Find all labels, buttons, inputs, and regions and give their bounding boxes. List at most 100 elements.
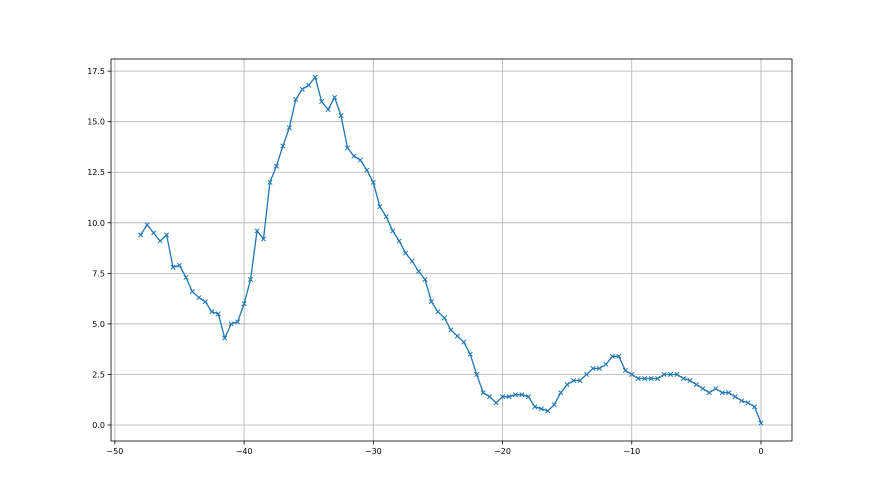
data-point-marker — [719, 390, 725, 396]
data-point-marker — [164, 232, 170, 238]
data-point-marker — [299, 86, 305, 92]
data-point-marker — [144, 222, 150, 228]
data-point-marker — [474, 371, 480, 378]
data-point-marker — [215, 311, 221, 317]
data-point-marker — [286, 125, 292, 131]
data-point-marker — [551, 402, 557, 408]
data-point-marker — [622, 367, 628, 373]
data-point-marker — [403, 250, 409, 256]
data-point-marker — [228, 321, 234, 327]
data-point-marker — [532, 404, 538, 410]
series — [138, 74, 764, 426]
data-point-marker — [732, 394, 738, 400]
data-point-marker — [138, 232, 144, 238]
data-point-marker — [467, 351, 473, 357]
grid — [111, 59, 792, 441]
y-tick-label: 12.5 — [87, 168, 105, 177]
y-tick-label: 15.0 — [87, 118, 105, 127]
data-point-marker — [377, 204, 383, 210]
data-point-marker — [596, 365, 603, 371]
data-point-marker — [609, 353, 615, 359]
data-point-marker — [151, 230, 157, 236]
data-point-marker — [525, 394, 531, 400]
y-tick-label: 17.5 — [87, 67, 105, 76]
data-point-marker — [448, 327, 454, 333]
data-point-marker — [674, 371, 680, 378]
data-point-marker — [745, 400, 751, 406]
data-point-marker — [435, 309, 441, 315]
data-point-marker — [241, 301, 247, 307]
x-tick-label: −30 — [365, 447, 382, 456]
data-point-marker — [441, 315, 447, 321]
y-tick-label: 10.0 — [87, 219, 105, 228]
data-point-marker — [332, 94, 338, 100]
data-point-marker — [512, 392, 519, 398]
data-point-marker — [254, 228, 260, 234]
data-point-marker — [183, 274, 189, 280]
data-point-marker — [706, 390, 712, 396]
data-point-marker — [616, 353, 622, 359]
data-point-marker — [351, 153, 357, 159]
data-point-marker — [700, 386, 706, 392]
data-point-marker — [558, 390, 564, 396]
data-point-marker — [454, 333, 460, 339]
data-point-marker — [680, 375, 687, 382]
data-point-marker — [655, 375, 661, 382]
data-point-marker — [390, 228, 396, 234]
x-tick-label: −50 — [106, 447, 123, 456]
data-point-marker — [661, 371, 667, 378]
data-point-marker — [428, 299, 435, 305]
data-point-marker — [538, 406, 544, 412]
data-point-marker — [280, 143, 286, 149]
series-line — [140, 75, 762, 424]
x-tick-label: −40 — [236, 447, 253, 456]
data-point-marker — [248, 276, 254, 282]
data-point-marker — [590, 365, 596, 371]
data-point-marker — [222, 335, 228, 341]
data-point-marker — [267, 179, 273, 185]
data-point-marker — [170, 264, 176, 270]
data-point-marker — [739, 398, 745, 404]
data-point-marker — [713, 386, 719, 392]
data-point-marker — [751, 404, 758, 410]
data-point-marker — [415, 268, 422, 274]
data-point-marker — [506, 394, 512, 400]
data-point-marker — [493, 400, 499, 406]
data-point-marker — [176, 262, 183, 268]
ticks: −50 −40 −30 −20 −10 0 0.0 2.5 5.0 7.5 10.0 12.5 15.0… — [87, 67, 763, 456]
data-point-marker — [344, 145, 351, 151]
data-point-marker — [648, 375, 654, 382]
data-point-marker — [357, 157, 363, 163]
data-point-marker — [583, 371, 590, 378]
data-point-marker — [235, 319, 241, 325]
data-point-marker — [202, 299, 208, 305]
data-point-marker — [629, 371, 635, 378]
x-tick-label: 0 — [758, 447, 763, 456]
y-tick-label: 2.5 — [92, 370, 105, 379]
data-point-marker — [577, 377, 583, 384]
data-point-marker — [306, 82, 312, 88]
data-point-marker — [461, 339, 467, 345]
data-point-marker — [209, 309, 215, 315]
data-point-marker — [293, 96, 299, 102]
data-point-marker — [422, 276, 428, 282]
data-point-marker — [338, 113, 344, 119]
data-point-marker — [480, 390, 486, 396]
data-point-marker — [325, 107, 331, 113]
data-point-marker — [726, 390, 732, 396]
data-point-marker — [545, 408, 551, 414]
data-point-marker — [687, 377, 693, 384]
data-point-marker — [642, 375, 648, 382]
data-point-marker — [189, 289, 195, 295]
data-point-marker — [571, 377, 577, 384]
data-point-marker — [603, 361, 609, 367]
data-point-marker — [383, 214, 389, 220]
data-point-marker — [396, 238, 402, 244]
data-point-marker — [364, 167, 370, 173]
data-point-marker — [409, 258, 415, 264]
y-tick-label: 7.5 — [92, 269, 105, 278]
data-point-marker — [667, 371, 674, 378]
data-point-marker — [564, 382, 570, 388]
data-point-marker — [499, 394, 506, 400]
